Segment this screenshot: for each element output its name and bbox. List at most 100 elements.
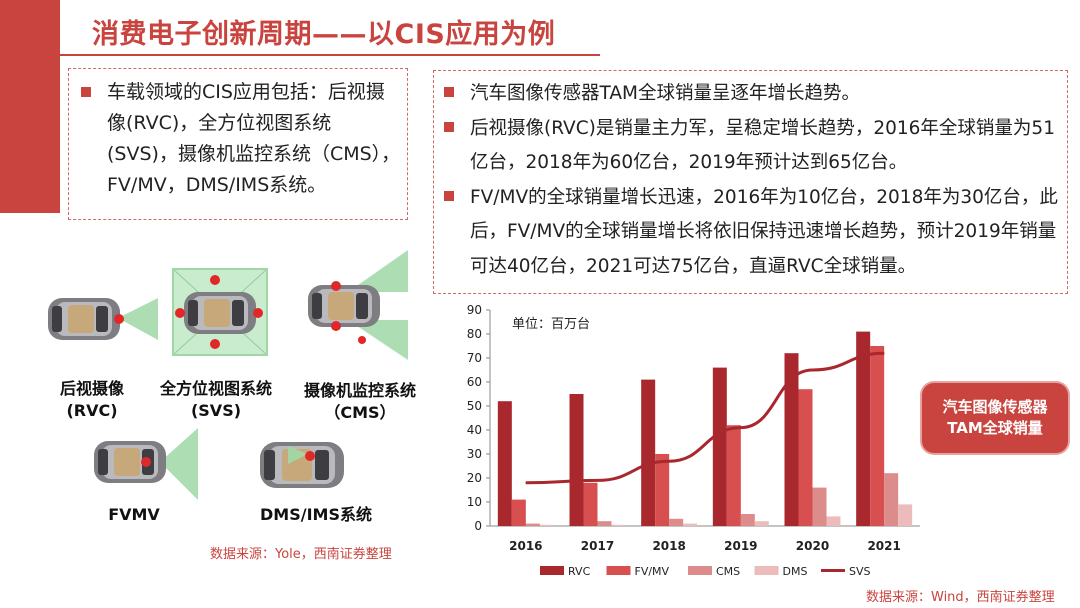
camera-sensor-icon xyxy=(305,451,315,461)
camera-sensor-icon xyxy=(253,308,263,318)
legend-label: FV/MV xyxy=(635,565,670,578)
car-top-view-icon xyxy=(184,292,256,334)
x-tick-label: 2017 xyxy=(581,539,614,553)
y-tick-label: 20 xyxy=(467,471,482,485)
y-tick-label: 90 xyxy=(467,303,482,317)
y-tick-label: 50 xyxy=(467,399,482,413)
left-data-source: 数据来源：Yole，西南证券整理 xyxy=(210,547,392,562)
dms-field-of-view xyxy=(288,446,308,464)
legend-label: RVC xyxy=(568,565,591,578)
y-tick-label: 70 xyxy=(467,351,482,365)
bar-dms-2019 xyxy=(754,521,769,526)
bar-cms-2017 xyxy=(597,521,612,526)
bar-fvmv-2017 xyxy=(583,482,598,526)
svs-label-line1: 全方位视图系统 xyxy=(159,379,272,398)
left-bullet: 车载领域的CIS应用包括：后视摄像(RVC)，全方位视图系统(SVS)，摄像机监… xyxy=(79,77,401,201)
bar-rvc-2016 xyxy=(497,401,512,526)
bar-cms-2019 xyxy=(740,514,755,526)
right-bullet-text: 后视摄像(RVC)是销量主力军，呈稳定增长趋势，2016年全球销量为51亿台，2… xyxy=(470,117,1055,174)
camera-sensor-icon xyxy=(210,339,220,349)
line-point-2017 xyxy=(597,479,598,481)
bar-dms-2016 xyxy=(539,524,554,526)
y-tick-label: 40 xyxy=(467,423,482,437)
right-bullet-text: 汽车图像传感器TAM全球销量呈逐年增长趋势。 xyxy=(470,83,860,104)
line-point-2020 xyxy=(812,369,813,371)
bar-fvmv-2021 xyxy=(870,346,885,526)
bar-dms-2021 xyxy=(898,504,913,526)
fvmv-car-illustration xyxy=(94,428,198,500)
title-underline xyxy=(60,54,600,56)
chart-unit-label: 单位：百万台 xyxy=(512,317,590,332)
bar-cms-2018 xyxy=(669,518,684,526)
bar-dms-2020 xyxy=(826,516,841,526)
y-tick-label: 30 xyxy=(467,447,482,461)
legend-swatch xyxy=(754,566,779,575)
camera-sensor-icon xyxy=(141,457,151,467)
x-tick-label: 2016 xyxy=(509,539,542,553)
legend-swatch xyxy=(688,566,712,575)
dms-label-line1: DMS/IMS系统 xyxy=(260,505,372,524)
legend-swatch xyxy=(606,566,631,575)
rvc-field-of-view xyxy=(118,298,158,340)
left-bullet-text: 车载领域的CIS应用包括：后视摄像(RVC)，全方位视图系统(SVS)，摄像机监… xyxy=(107,81,401,196)
bullet-square-icon xyxy=(444,87,454,97)
sales-chart: 0 10 20 30 40 50 60 70 80 90 2016 2017 2018 2019 2020 2… xyxy=(467,303,920,578)
bullet-square-icon xyxy=(444,121,454,132)
bar-rvc-2021 xyxy=(856,331,871,526)
rvc-label-line2: (RVC) xyxy=(66,401,118,420)
left-summary-box: 车载领域的CIS应用包括：后视摄像(RVC)，全方位视图系统(SVS)，摄像机监… xyxy=(68,68,408,220)
right-bullet-2: 后视摄像(RVC)是销量主力军，呈稳定增长趋势，2016年全球销量为51亿台，2… xyxy=(442,112,1063,181)
right-bullet-text: FV/MV的全球销量增长迅速，2016年为10亿台，2018年为30亿台，此后，… xyxy=(470,186,1058,277)
x-tick-label: 2018 xyxy=(652,539,685,553)
bar-fvmv-2019 xyxy=(726,425,741,526)
side-accent-bar xyxy=(0,58,60,213)
line-point-2016 xyxy=(525,482,527,484)
svs-car-illustration xyxy=(172,268,268,356)
rvc-car-illustration xyxy=(48,298,158,340)
chart-bars xyxy=(497,331,913,526)
line-point-2018 xyxy=(668,460,670,462)
bar-cms-2016 xyxy=(525,523,540,526)
cms-car-illustration xyxy=(308,250,408,360)
fvmv-label-line1: FVMV xyxy=(108,505,160,524)
page-title: 消费电子创新周期——以CIS应用为例 xyxy=(92,19,556,50)
car-top-view-icon xyxy=(308,285,380,327)
svs-label-line2: (SVS) xyxy=(190,401,242,420)
bar-cms-2020 xyxy=(812,487,827,526)
y-tick-label: 0 xyxy=(474,519,482,533)
x-tick-label: 2019 xyxy=(724,539,757,553)
y-tick-label: 80 xyxy=(467,327,482,341)
cms-field-of-view-right xyxy=(348,320,408,360)
dms-label: DMS/IMS系统 xyxy=(246,504,386,526)
camera-sensor-icon xyxy=(114,314,124,324)
dms-car-illustration xyxy=(260,442,344,488)
rvc-label: 后视摄像 (RVC) xyxy=(42,378,142,422)
bullet-square-icon xyxy=(444,190,454,201)
x-tick-label: 2021 xyxy=(867,539,900,553)
cms-label-line2: （CMS） xyxy=(324,403,396,422)
cms-label-line1: 摄像机监控系统 xyxy=(303,381,416,400)
bar-dms-2018 xyxy=(683,523,698,526)
bar-fvmv-2020 xyxy=(798,389,813,526)
y-tick-label: 10 xyxy=(467,495,482,509)
car-top-view-icon xyxy=(94,441,166,483)
car-top-view-icon xyxy=(260,442,344,488)
camera-sensor-icon xyxy=(331,321,341,331)
legend-swatch xyxy=(540,566,564,575)
bar-rvc-2017 xyxy=(569,394,584,526)
camera-sensor-icon xyxy=(175,308,185,318)
bar-dms-2017 xyxy=(611,524,626,526)
car-top-view-icon xyxy=(48,298,120,340)
bar-rvc-2020 xyxy=(784,353,799,526)
fvmv-field-of-view xyxy=(160,428,198,500)
right-bullet-1: 汽车图像传感器TAM全球销量呈逐年增长趋势。 xyxy=(442,77,1063,112)
camera-sensor-icon xyxy=(331,281,341,291)
chart-axes: 0 10 20 30 40 50 60 70 80 90 2016 2017 2018 2019 2020 2… xyxy=(467,303,920,553)
line-point-2019 xyxy=(740,427,742,429)
right-summary-box: 汽车图像传感器TAM全球销量呈逐年增长趋势。 后视摄像(RVC)是销量主力军，呈… xyxy=(433,70,1068,294)
chart-callout: 汽车图像传感器 TAM全球销量 xyxy=(922,383,1068,453)
legend-label: SVS xyxy=(849,565,871,578)
rvc-label-line1: 后视摄像 xyxy=(59,379,124,398)
y-tick-label: 60 xyxy=(467,375,482,389)
title-accent-bar xyxy=(0,0,60,58)
